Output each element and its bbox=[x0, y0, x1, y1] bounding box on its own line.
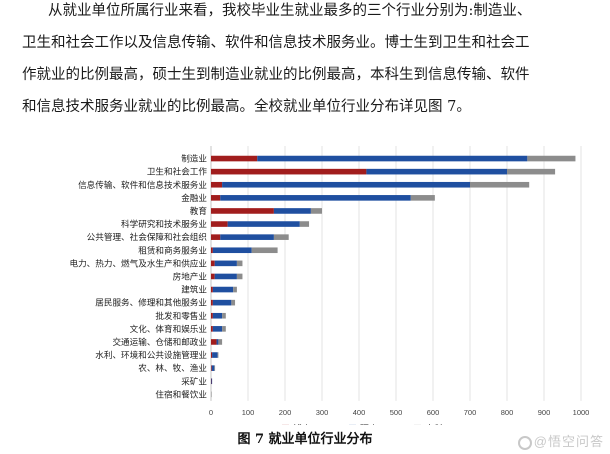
bar-segment bbox=[366, 168, 507, 175]
x-tick-label: 800 bbox=[501, 408, 514, 417]
x-tick-label: 100 bbox=[242, 408, 255, 417]
watermark-text: @悟空问答 bbox=[533, 434, 604, 449]
bar-segment bbox=[231, 299, 236, 306]
bar-segment bbox=[212, 352, 218, 358]
bar-segment bbox=[299, 221, 310, 227]
wukong-logo-icon bbox=[517, 436, 532, 450]
paragraph-line-3: 作就业的比例最高，硕士生到制造业就业的比例最高，本科生到信息传输、软件 bbox=[22, 67, 530, 83]
bar-segment bbox=[211, 326, 213, 332]
category-label: 建筑业 bbox=[181, 284, 207, 296]
bar-segment bbox=[251, 247, 278, 254]
category-label: 居民服务、修理和其他服务业 bbox=[95, 297, 207, 309]
bar-segment bbox=[211, 378, 213, 385]
bar-segment bbox=[212, 247, 252, 254]
category-label: 公共管理、社会保障和社会组织 bbox=[87, 231, 208, 243]
paragraph-line-1: 从就业单位所属行业来看，我校毕业生就业最多的三个行业分别为:制造业、 bbox=[48, 3, 532, 19]
category-label: 科学研究和技术服务业 bbox=[121, 218, 207, 230]
bar-segment bbox=[410, 195, 435, 201]
x-tick-label: 400 bbox=[353, 408, 366, 417]
bar-segment bbox=[211, 247, 213, 254]
x-tick-label: 0 bbox=[209, 408, 213, 417]
category-label: 制造业 bbox=[181, 153, 207, 165]
category-label: 电力、热力、燃气及水生产和供应业 bbox=[69, 257, 207, 269]
bar-segment bbox=[211, 181, 223, 188]
bar-segment bbox=[211, 299, 213, 306]
x-tick-label: 300 bbox=[316, 408, 329, 417]
bar-segment bbox=[220, 234, 274, 240]
bar-segment bbox=[211, 286, 213, 293]
category-label: 住宿和餐饮业 bbox=[155, 388, 207, 400]
category-label: 批发和零售业 bbox=[155, 310, 207, 322]
category-label: 交通运输、仓储和邮政业 bbox=[112, 336, 207, 348]
category-label: 信息传输、软件和信息技术服务业 bbox=[78, 179, 207, 191]
bar-segment bbox=[227, 221, 300, 227]
paragraph-line-4: 和信息技术服务业就业的比例最高。全校就业单位行业分布详见图 7。 bbox=[22, 99, 471, 115]
bar-segment bbox=[218, 339, 223, 345]
bar-segment bbox=[273, 208, 311, 214]
category-label: 房地产业 bbox=[173, 270, 208, 282]
bar-segment bbox=[211, 221, 228, 227]
bar-segment bbox=[507, 168, 556, 175]
bar-segment bbox=[214, 365, 216, 371]
bar-segment bbox=[233, 286, 237, 293]
bar-segment bbox=[236, 273, 243, 280]
bar-segment bbox=[222, 181, 470, 188]
x-tick-label: 1000 bbox=[573, 408, 590, 417]
category-label: 教育 bbox=[190, 205, 208, 217]
bar-segment bbox=[211, 339, 217, 345]
bar-segment bbox=[212, 299, 232, 306]
bar-segment bbox=[211, 155, 258, 162]
bar-segment bbox=[470, 181, 530, 188]
industry-distribution-chart: 0 100 200 300 400 500 600 700 800 900 1000 制造业卫生和社会… bbox=[69, 146, 590, 425]
category-label: 金融业 bbox=[181, 192, 207, 204]
bar-segment bbox=[211, 312, 213, 319]
bar-segment bbox=[216, 339, 219, 345]
bar-segment bbox=[212, 326, 223, 332]
bar-segment bbox=[211, 391, 212, 398]
legend-label: 博士 bbox=[293, 423, 311, 425]
category-label: 水利、环境和公共设施管理业 bbox=[95, 349, 207, 361]
legend-label: 硕士 bbox=[360, 423, 378, 425]
category-label: 采矿业 bbox=[181, 375, 207, 387]
bar-segment bbox=[222, 312, 226, 319]
bar-segment bbox=[212, 286, 234, 293]
bar-segment bbox=[217, 352, 219, 358]
bar-segment bbox=[527, 155, 576, 162]
bar-segment bbox=[273, 234, 289, 240]
bar-segment bbox=[211, 234, 221, 240]
watermark: @悟空问答 bbox=[517, 431, 604, 450]
bar-segment bbox=[211, 378, 212, 385]
bar-segment bbox=[211, 365, 212, 371]
bar-segment bbox=[211, 168, 367, 175]
x-tick-label: 700 bbox=[464, 408, 477, 417]
category-label: 农、林、牧、渔业 bbox=[138, 362, 207, 374]
x-tick-label: 500 bbox=[390, 408, 403, 417]
bar-segment bbox=[212, 312, 223, 319]
bar-segment bbox=[236, 260, 243, 267]
bar-segment bbox=[211, 273, 215, 280]
bar-segment bbox=[211, 352, 213, 358]
figure-caption: 图 7 就业单位行业分布 bbox=[237, 432, 373, 447]
x-tick-label: 600 bbox=[427, 408, 440, 417]
category-label: 文化、体育和娱乐业 bbox=[130, 323, 208, 335]
bar-segment bbox=[211, 260, 215, 267]
bar-segment bbox=[257, 155, 528, 162]
legend-label: 本科 bbox=[425, 423, 443, 425]
category-label: 租赁和商务服务业 bbox=[138, 244, 207, 256]
bar-segment bbox=[222, 326, 226, 332]
bar-segment bbox=[214, 260, 237, 267]
bar-segment bbox=[211, 365, 215, 371]
paragraph-line-2: 卫生和社会工作以及信息传输、软件和信息技术服务业。博士生到卫生和社会工 bbox=[22, 35, 530, 51]
category-label: 卫生和社会工作 bbox=[147, 166, 208, 178]
bar-segment bbox=[211, 208, 274, 214]
x-tick-label: 900 bbox=[538, 408, 551, 417]
bar-segment bbox=[214, 273, 237, 280]
bar-segment bbox=[220, 195, 411, 201]
bar-segment bbox=[211, 195, 221, 201]
bar-segment bbox=[310, 208, 322, 214]
x-tick-label: 200 bbox=[279, 408, 292, 417]
